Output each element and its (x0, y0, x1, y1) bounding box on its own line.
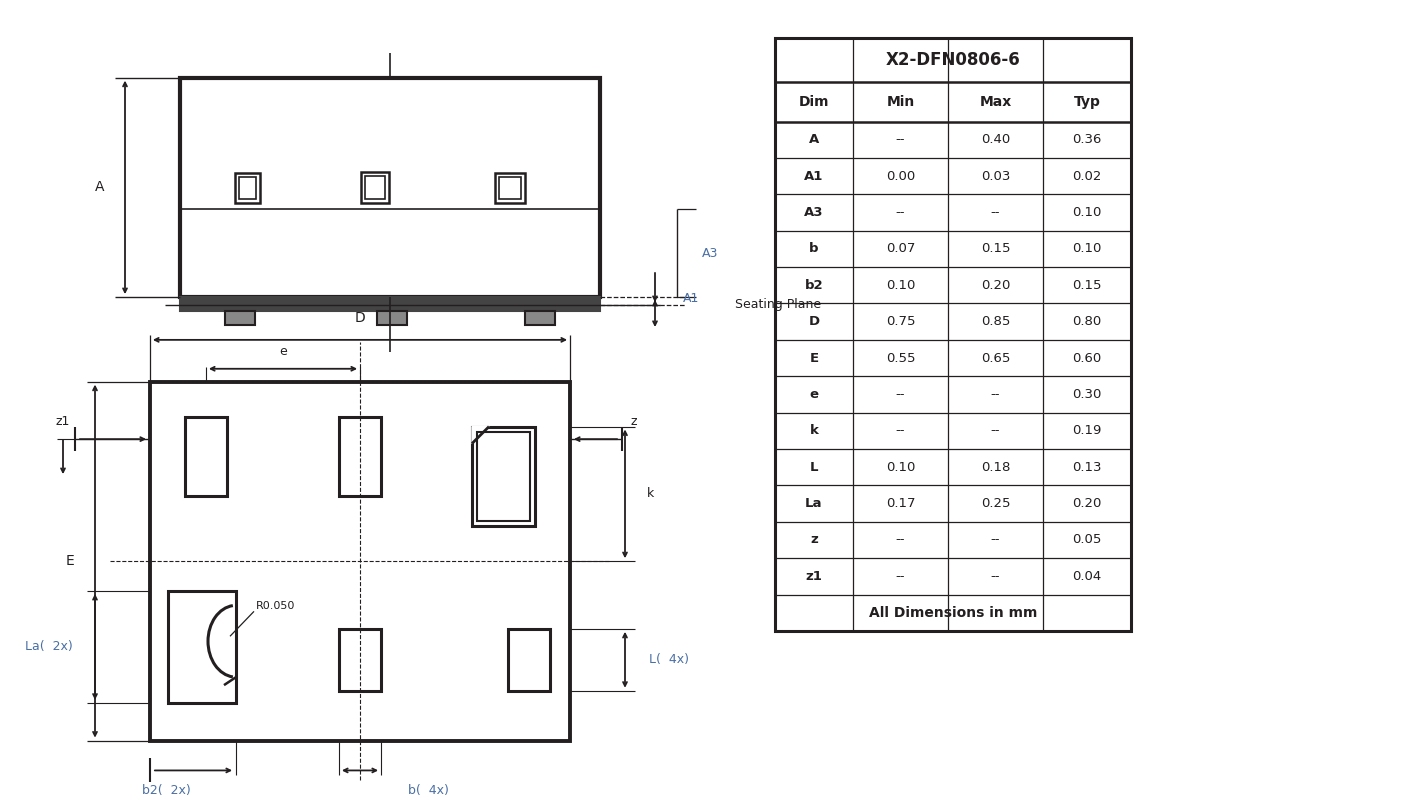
Bar (151, 381, 569, 741)
Bar (180, 297, 601, 311)
Bar (471, 427, 535, 526)
Text: La(  2x): La( 2x) (26, 640, 72, 654)
Text: e: e (809, 388, 818, 401)
Text: A3: A3 (804, 206, 824, 219)
Text: --: -- (896, 425, 906, 437)
Bar (775, 38, 1130, 631)
Bar (234, 173, 260, 203)
Text: A3: A3 (701, 247, 719, 259)
Text: E: E (65, 554, 74, 568)
Text: --: -- (991, 388, 1000, 401)
Bar (498, 177, 521, 200)
Text: 0.20: 0.20 (1072, 497, 1102, 510)
Text: 0.07: 0.07 (886, 243, 914, 255)
Text: --: -- (991, 425, 1000, 437)
Text: 0.13: 0.13 (1072, 460, 1102, 474)
Text: A1: A1 (683, 291, 700, 305)
Text: 0.18: 0.18 (981, 460, 1010, 474)
Text: 0.10: 0.10 (1072, 243, 1102, 255)
Text: 0.25: 0.25 (981, 497, 1010, 510)
Bar (525, 311, 555, 325)
Text: --: -- (896, 133, 906, 146)
Text: L: L (809, 460, 818, 474)
Text: e: e (280, 346, 287, 358)
Text: Min: Min (886, 95, 914, 109)
Text: --: -- (896, 570, 906, 583)
Text: L(  4x): L( 4x) (649, 654, 689, 666)
Text: 0.80: 0.80 (1072, 315, 1102, 328)
Text: b(  4x): b( 4x) (408, 784, 449, 797)
Text: 0.19: 0.19 (1072, 425, 1102, 437)
Text: 0.05: 0.05 (1072, 533, 1102, 547)
Text: La: La (805, 497, 822, 510)
Text: 0.10: 0.10 (886, 460, 914, 474)
Text: 0.30: 0.30 (1072, 388, 1102, 401)
Text: 0.04: 0.04 (1072, 570, 1102, 583)
Text: 0.15: 0.15 (981, 243, 1010, 255)
Text: 0.00: 0.00 (886, 170, 914, 183)
Text: R0.050: R0.050 (256, 602, 295, 611)
Bar (339, 629, 381, 691)
Text: --: -- (991, 570, 1000, 583)
Text: --: -- (991, 533, 1000, 547)
Text: 0.15: 0.15 (1072, 279, 1102, 292)
Text: 0.40: 0.40 (981, 133, 1010, 146)
Bar (378, 311, 408, 325)
Bar (185, 417, 227, 496)
Text: D: D (355, 311, 365, 325)
Text: b2(  2x): b2( 2x) (142, 784, 190, 797)
Text: z: z (630, 415, 636, 428)
Text: --: -- (896, 388, 906, 401)
Bar (496, 173, 525, 203)
Bar (339, 417, 381, 496)
Text: 0.02: 0.02 (1072, 170, 1102, 183)
Text: --: -- (896, 206, 906, 219)
Text: 0.60: 0.60 (1072, 352, 1102, 365)
Text: 0.55: 0.55 (886, 352, 916, 365)
Text: --: -- (991, 206, 1000, 219)
Text: 0.36: 0.36 (1072, 133, 1102, 146)
Text: --: -- (896, 533, 906, 547)
Polygon shape (471, 427, 488, 444)
Text: b: b (809, 243, 819, 255)
Text: 0.10: 0.10 (886, 279, 914, 292)
Text: 0.65: 0.65 (981, 352, 1010, 365)
Bar (508, 629, 550, 691)
Bar (477, 432, 530, 521)
Bar (239, 177, 256, 200)
Bar (365, 176, 385, 200)
Text: A: A (95, 180, 105, 195)
Bar (168, 591, 236, 703)
Text: Typ: Typ (1074, 95, 1100, 109)
Text: E: E (809, 352, 818, 365)
Text: Max: Max (980, 95, 1011, 109)
Text: 0.17: 0.17 (886, 497, 916, 510)
Text: k: k (809, 425, 818, 437)
Text: A: A (809, 133, 819, 146)
Text: z: z (811, 533, 818, 547)
Text: Dim: Dim (798, 95, 829, 109)
Text: 0.85: 0.85 (981, 315, 1010, 328)
Text: Seating Plane: Seating Plane (736, 298, 821, 311)
Text: k: k (648, 488, 655, 500)
Bar (180, 77, 601, 297)
Text: 0.10: 0.10 (1072, 206, 1102, 219)
Text: z1: z1 (805, 570, 822, 583)
Text: b2: b2 (805, 279, 824, 292)
Text: 0.20: 0.20 (981, 279, 1010, 292)
Text: D: D (808, 315, 819, 328)
Text: A1: A1 (804, 170, 824, 183)
Bar (361, 172, 389, 203)
Text: 0.75: 0.75 (886, 315, 916, 328)
Text: z1: z1 (55, 415, 70, 428)
Text: 0.03: 0.03 (981, 170, 1010, 183)
Bar (224, 311, 256, 325)
Text: All Dimensions in mm: All Dimensions in mm (869, 606, 1037, 620)
Text: X2-DFN0806-6: X2-DFN0806-6 (886, 51, 1021, 69)
